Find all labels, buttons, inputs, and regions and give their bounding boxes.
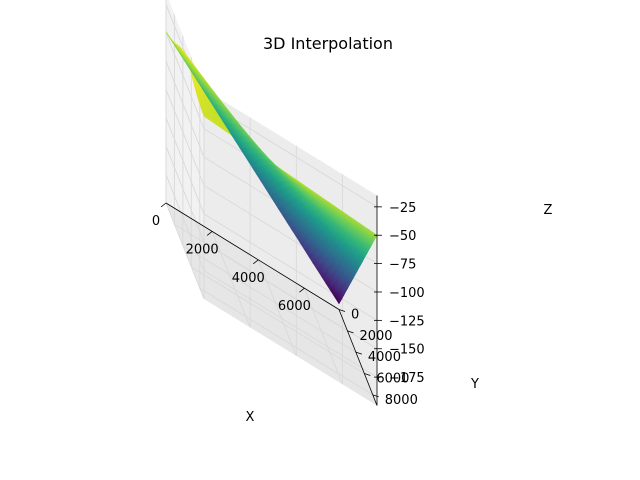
y-tick — [372, 394, 379, 398]
x-tick — [299, 287, 305, 293]
y-tick-label: 0 — [351, 308, 359, 323]
x-axis-line — [165, 202, 340, 310]
gridline-y — [190, 57, 365, 374]
gridline-z — [165, 117, 378, 321]
surface-facet — [334, 294, 341, 305]
z-tick-label: −150 — [389, 343, 425, 358]
y-tick-label: 8000 — [385, 393, 418, 408]
x-tick — [253, 259, 259, 265]
gridline-x — [165, 89, 205, 300]
y-axis-line — [338, 309, 378, 406]
y-tick — [338, 309, 346, 312]
y-tick-label: 6000 — [376, 372, 409, 387]
x-tick-label: 0 — [152, 214, 160, 229]
x-tick-label: 2000 — [186, 242, 219, 257]
x-tick-label: 6000 — [278, 299, 311, 314]
x-axis-label: X — [246, 410, 255, 425]
z-tick-label: −25 — [389, 201, 416, 216]
y-tick-label: 2000 — [359, 329, 392, 344]
pane-floor — [166, 203, 377, 406]
gridline-z — [165, 146, 378, 350]
z-tick-label: −125 — [389, 314, 425, 329]
z-tick-label: −100 — [389, 286, 425, 301]
gridline-z — [165, 174, 378, 378]
x-tick — [206, 231, 213, 236]
y-tick — [347, 330, 354, 334]
z-axis-label: Z — [544, 203, 553, 218]
y-tick-label: 4000 — [368, 350, 401, 365]
x-tick — [160, 202, 167, 208]
gridline-x — [211, 117, 251, 328]
y-tick — [355, 351, 363, 355]
gridline-y — [182, 35, 357, 353]
z-tick-label: −75 — [389, 258, 416, 273]
chart-title: 3D Interpolation — [263, 34, 393, 53]
axis-lines — [165, 195, 378, 406]
gridline-y — [199, 78, 374, 396]
z-tick-label: −175 — [389, 371, 425, 386]
axes-panes — [166, 0, 377, 406]
x-tick-label: 4000 — [232, 271, 265, 286]
y-axis-label: Y — [470, 377, 479, 392]
z-tick-label: −50 — [389, 229, 416, 244]
surface-plot — [165, 31, 378, 305]
axis-ticks: 020004000600002000400060008000−25−50−75−… — [152, 201, 425, 408]
y-tick — [364, 373, 371, 376]
